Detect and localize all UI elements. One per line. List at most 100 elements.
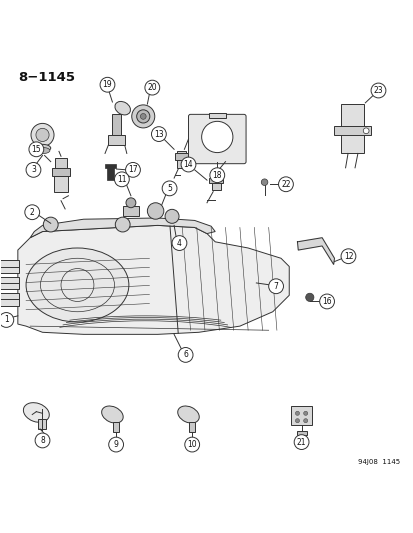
FancyBboxPatch shape xyxy=(341,104,363,154)
Text: 8: 8 xyxy=(40,436,45,445)
Text: 10: 10 xyxy=(187,440,197,449)
Circle shape xyxy=(43,217,58,232)
Text: 16: 16 xyxy=(321,297,331,306)
Text: 22: 22 xyxy=(280,180,290,189)
Text: 94J08  1145: 94J08 1145 xyxy=(357,459,399,465)
Text: 1: 1 xyxy=(4,316,9,325)
FancyBboxPatch shape xyxy=(0,260,19,273)
Text: 6: 6 xyxy=(183,350,188,359)
Text: 5: 5 xyxy=(167,184,171,193)
Circle shape xyxy=(31,124,54,147)
FancyBboxPatch shape xyxy=(188,115,245,164)
Text: 21: 21 xyxy=(296,438,306,447)
Text: 17: 17 xyxy=(128,165,138,174)
Text: 7: 7 xyxy=(273,282,278,290)
Circle shape xyxy=(278,177,293,192)
FancyBboxPatch shape xyxy=(334,126,370,135)
Ellipse shape xyxy=(26,248,128,322)
Circle shape xyxy=(295,411,299,415)
Circle shape xyxy=(303,418,307,423)
FancyBboxPatch shape xyxy=(112,115,121,135)
Ellipse shape xyxy=(177,406,199,423)
Polygon shape xyxy=(30,218,215,238)
Circle shape xyxy=(162,181,176,196)
FancyBboxPatch shape xyxy=(122,206,139,216)
Text: 15: 15 xyxy=(31,145,41,154)
Circle shape xyxy=(370,83,385,98)
Circle shape xyxy=(145,80,159,95)
Polygon shape xyxy=(297,238,334,264)
Circle shape xyxy=(340,249,355,264)
Circle shape xyxy=(303,411,307,415)
FancyBboxPatch shape xyxy=(296,431,306,435)
Text: 13: 13 xyxy=(154,130,163,139)
Text: 8−1145: 8−1145 xyxy=(18,71,75,84)
Circle shape xyxy=(172,236,186,251)
Circle shape xyxy=(26,163,41,177)
Circle shape xyxy=(131,105,154,128)
Circle shape xyxy=(362,128,368,134)
Text: 14: 14 xyxy=(183,160,193,169)
FancyBboxPatch shape xyxy=(211,176,221,190)
FancyBboxPatch shape xyxy=(108,135,124,145)
Polygon shape xyxy=(18,225,289,334)
Text: 12: 12 xyxy=(343,252,352,261)
Circle shape xyxy=(36,128,49,141)
Text: 9: 9 xyxy=(114,440,118,449)
Circle shape xyxy=(294,435,308,449)
Ellipse shape xyxy=(102,406,123,423)
FancyBboxPatch shape xyxy=(0,277,19,289)
Ellipse shape xyxy=(34,144,51,152)
FancyBboxPatch shape xyxy=(209,178,223,183)
Circle shape xyxy=(184,437,199,452)
Circle shape xyxy=(125,163,140,177)
Ellipse shape xyxy=(115,101,130,115)
FancyBboxPatch shape xyxy=(175,154,188,159)
Circle shape xyxy=(209,168,224,183)
Circle shape xyxy=(100,77,115,92)
FancyBboxPatch shape xyxy=(209,112,225,118)
Circle shape xyxy=(201,122,233,152)
Text: 2: 2 xyxy=(30,208,35,217)
FancyBboxPatch shape xyxy=(107,166,114,180)
FancyBboxPatch shape xyxy=(189,422,195,432)
Circle shape xyxy=(140,114,146,119)
Text: 19: 19 xyxy=(102,80,112,89)
Circle shape xyxy=(305,293,313,302)
Circle shape xyxy=(136,110,150,123)
FancyBboxPatch shape xyxy=(52,168,70,176)
Circle shape xyxy=(29,142,44,157)
FancyBboxPatch shape xyxy=(176,151,185,168)
Circle shape xyxy=(319,294,334,309)
Circle shape xyxy=(114,172,129,187)
FancyBboxPatch shape xyxy=(38,418,46,429)
Circle shape xyxy=(295,418,299,423)
Circle shape xyxy=(147,203,164,219)
Circle shape xyxy=(115,217,130,232)
Circle shape xyxy=(180,157,195,172)
Text: 11: 11 xyxy=(117,175,126,184)
Ellipse shape xyxy=(35,148,50,154)
Circle shape xyxy=(35,433,50,448)
FancyBboxPatch shape xyxy=(105,164,115,168)
Text: 4: 4 xyxy=(177,239,181,247)
Circle shape xyxy=(165,209,178,223)
FancyBboxPatch shape xyxy=(54,176,68,192)
FancyBboxPatch shape xyxy=(113,422,119,432)
Ellipse shape xyxy=(24,402,49,422)
Text: 20: 20 xyxy=(147,83,157,92)
Circle shape xyxy=(25,205,40,220)
Circle shape xyxy=(151,127,166,141)
Circle shape xyxy=(261,179,267,185)
FancyBboxPatch shape xyxy=(291,406,311,425)
Text: 18: 18 xyxy=(212,171,221,180)
Text: 3: 3 xyxy=(31,165,36,174)
Circle shape xyxy=(268,279,283,294)
Circle shape xyxy=(126,198,135,208)
Circle shape xyxy=(0,312,14,327)
FancyBboxPatch shape xyxy=(0,293,19,305)
Circle shape xyxy=(109,437,123,452)
FancyBboxPatch shape xyxy=(55,158,67,168)
Circle shape xyxy=(178,348,192,362)
Text: 23: 23 xyxy=(373,86,382,95)
